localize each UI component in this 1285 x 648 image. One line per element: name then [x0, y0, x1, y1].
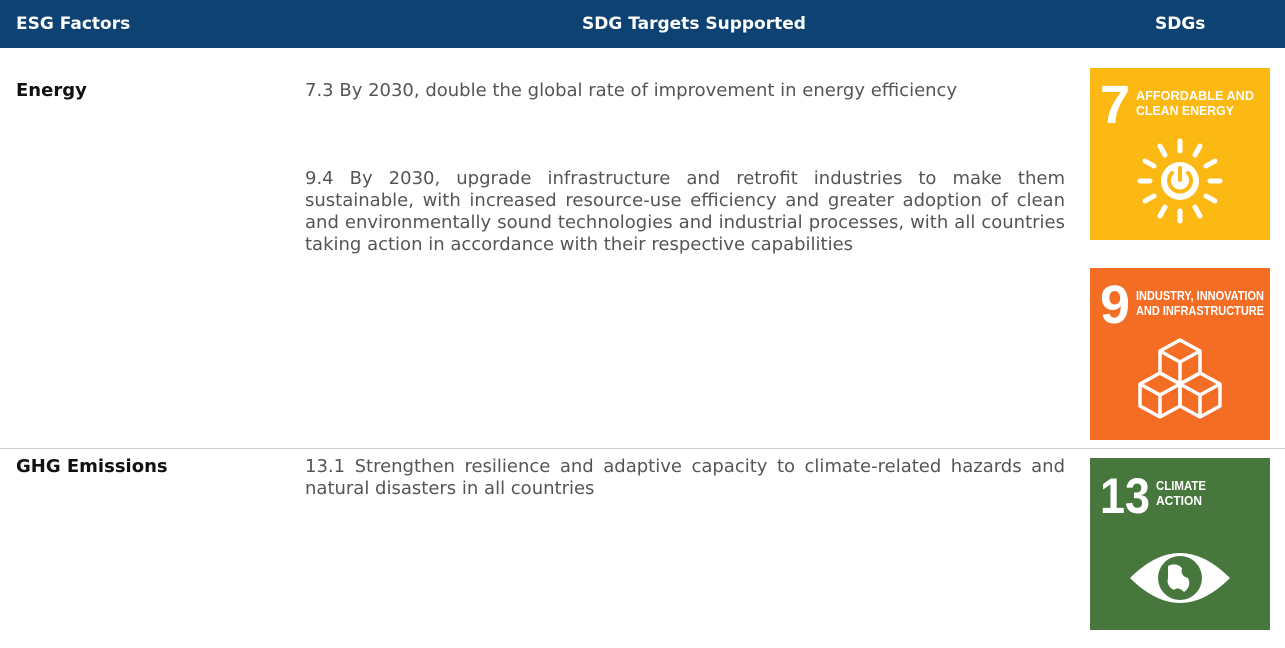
target: 7.3 By 2030, double the global rate of i… [305, 80, 958, 101]
sdg-title: AFFORDABLE AND [1136, 88, 1254, 103]
factor: GHG Emissions [16, 456, 168, 477]
sdg-number: 13 [1100, 468, 1150, 524]
sdg-title: INDUSTRY, INNOVATION [1136, 288, 1264, 303]
sdg-icon: 7 AFFORDABLE AND CLEAN ENERGY [1090, 68, 1270, 240]
header-cell: SDGs [1155, 14, 1206, 34]
header-cell: ESG Factors [16, 14, 131, 34]
sdg-icon: 13 CLIMATE ACTION [1090, 458, 1270, 630]
target: 13.1 Strengthen resilience and adaptive … [305, 456, 1065, 499]
sun-glyph [1137, 138, 1223, 224]
icon-bg [1090, 268, 1270, 440]
sdg-title: ACTION [1156, 493, 1202, 508]
target: 9.4 By 2030, upgrade infrastructure and … [305, 168, 1065, 255]
cubes-glyph [1138, 338, 1222, 419]
factor: Energy [16, 80, 87, 101]
header-bar: ESG Factors SDG Targets Supported SDGs [0, 0, 1285, 48]
eye-glyph [1130, 553, 1230, 603]
row-divider [0, 448, 1285, 449]
sdg-number: 7 [1100, 75, 1130, 135]
header-cell: SDG Targets Supported [582, 14, 806, 34]
sdg-title: AND INFRASTRUCTURE [1136, 303, 1264, 318]
sdg-number: 9 [1100, 275, 1130, 335]
sdg-title: CLEAN ENERGY [1136, 103, 1234, 118]
sdg-icon: 9 INDUSTRY, INNOVATION AND INFRASTRUCTUR… [1090, 268, 1270, 440]
sdg-title: CLIMATE [1156, 478, 1206, 493]
